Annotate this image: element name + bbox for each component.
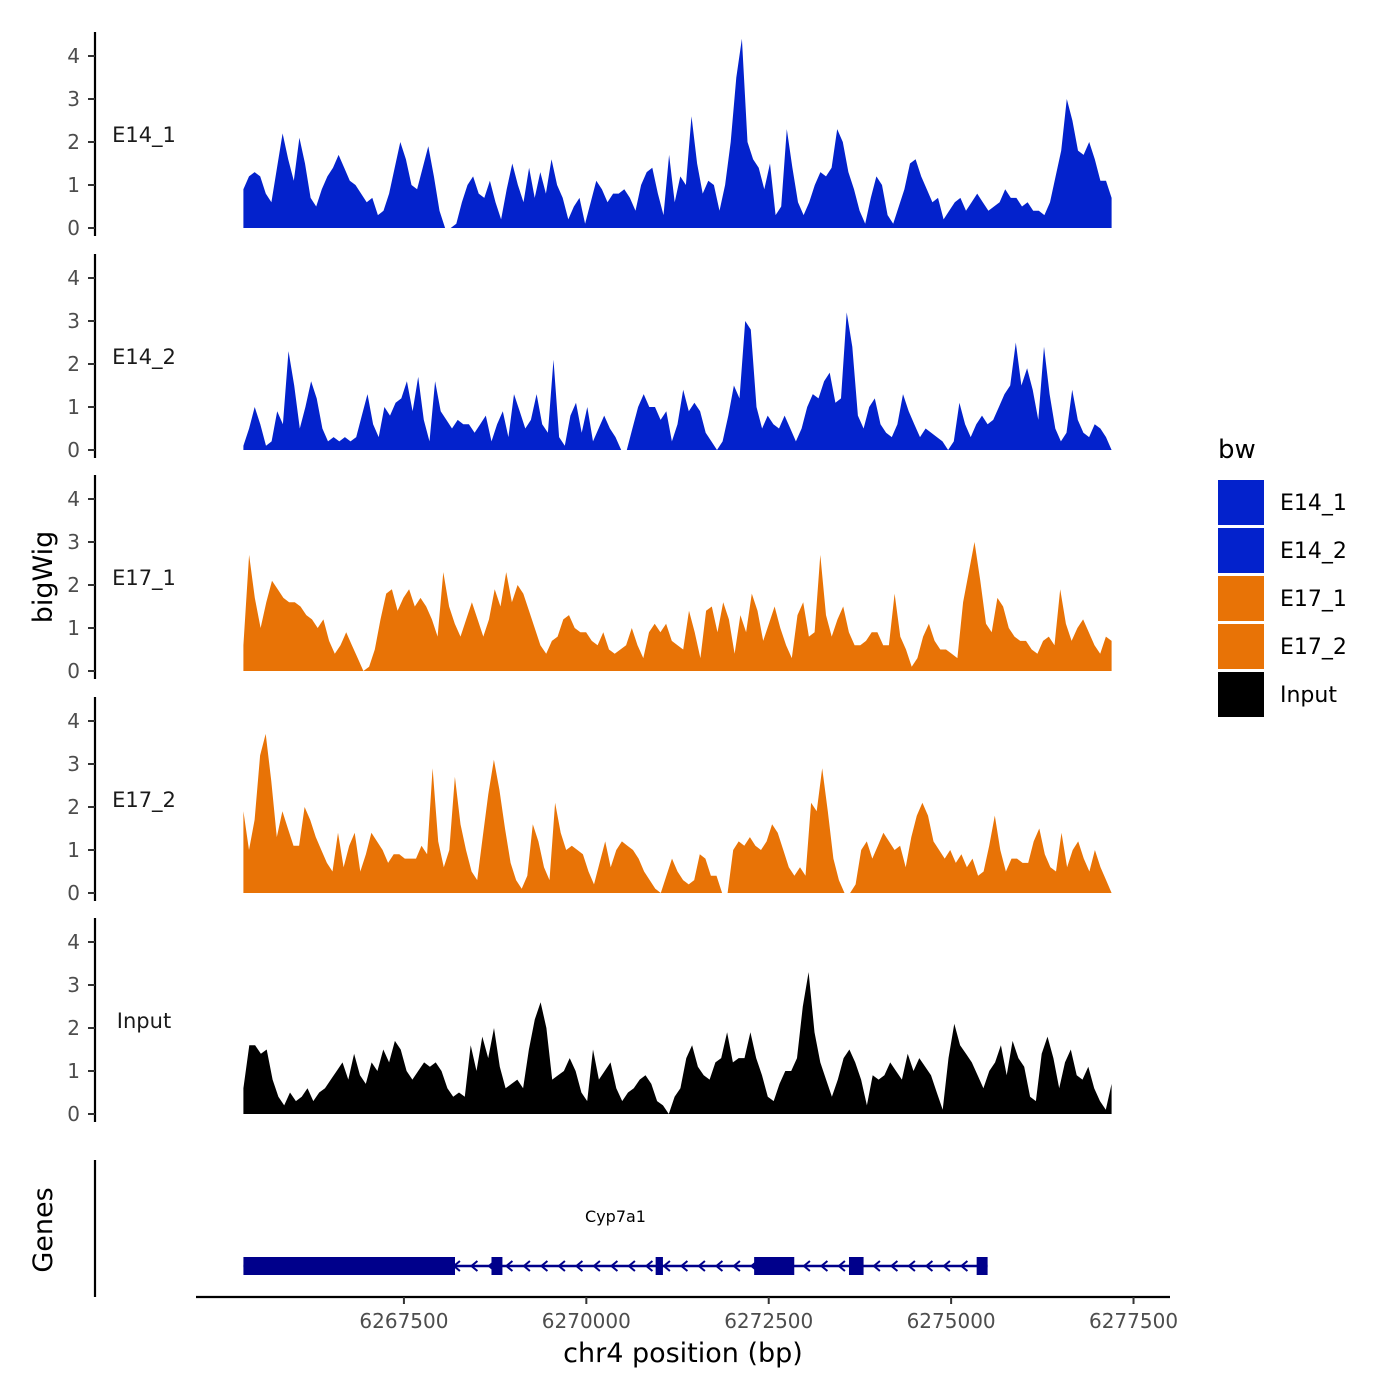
track-label-E17_2: E17_2 [112,788,176,813]
strand-chevron [837,1260,846,1272]
gene-exon-5 [848,1257,864,1275]
x-axis: 6267500 6270000 6272500 6275000 6277500 [196,1295,1178,1333]
track-E14_2: 0 1 2 3 4 E14_2 [67,254,1112,462]
strand-chevron [872,1260,881,1272]
legend-label-E14_2: E14_2 [1280,539,1347,564]
y-tick-label-E17_1-1: 1 [67,616,80,640]
x-tick-label-6267500: 6267500 [359,1309,448,1333]
y-tick-label-Input-3: 3 [67,973,80,997]
strand-chevron [592,1260,601,1272]
y-tick-label-Input-4: 4 [67,930,80,954]
y-tick-label-E14_2-2: 2 [67,352,80,376]
strand-chevron [627,1260,636,1272]
track-label-Input: Input [117,1009,171,1033]
strand-chevron [924,1260,934,1272]
strand-chevron [959,1260,969,1272]
y-tick-label-E14_1-4: 4 [67,44,80,68]
strand-chevron [802,1260,811,1272]
y-tick-label-E17_2-3: 3 [67,752,80,776]
gene-name-label: Cyp7a1 [585,1207,646,1226]
y-tick-label-E14_2-0: 0 [67,438,80,462]
gene-exon-3 [655,1257,663,1275]
y-tick-label-E17_1-0: 0 [67,659,80,683]
strand-chevron [557,1260,566,1272]
legend-label-E17_2: E17_2 [1280,635,1347,660]
strand-chevron [942,1260,951,1272]
y-tick-label-E17_2-0: 0 [67,881,80,905]
strand-chevron [644,1260,654,1272]
legend-label-E17_1: E17_1 [1280,587,1347,612]
strand-chevron [889,1260,899,1272]
legend-label-E14_1: E14_1 [1280,491,1347,516]
strand-chevron [679,1260,689,1272]
strand-chevron [539,1260,549,1272]
x-tick-label-6272500: 6272500 [724,1309,813,1333]
x-tick-label-6275000: 6275000 [907,1309,996,1333]
y-tick-label-E14_1-3: 3 [67,87,80,111]
y-tick-label-E14_1-1: 1 [67,173,80,197]
signal-area-Input [243,972,1112,1114]
x-tick-label-6277500: 6277500 [1089,1309,1178,1333]
legend-title: bw [1218,435,1256,465]
strand-chevron [504,1260,514,1272]
legend-swatch-E17_2 [1218,624,1264,669]
gene-exon-4 [754,1257,795,1275]
x-axis-title: chr4 position (bp) [563,1338,803,1369]
y-tick-label-E14_1-0: 0 [67,216,80,240]
y-tick-label-E14_2-1: 1 [67,395,80,419]
legend: bw E14_1 E14_2 E17_1 E17_2 Input [1218,435,1347,717]
strand-chevron [907,1260,916,1272]
strand-chevron [662,1260,671,1272]
track-label-E14_1: E14_1 [112,123,176,148]
y-tick-label-E17_2-2: 2 [67,795,80,819]
y-tick-label-E14_1-2: 2 [67,130,80,154]
gene-exon-6 [976,1257,988,1275]
track-E17_1: 0 1 2 3 4 E17_1 [67,475,1112,683]
legend-swatch-Input [1218,672,1264,717]
signal-area-E14_2 [243,312,1112,450]
strand-chevron [522,1260,531,1272]
track-panels: 0 1 2 3 4 E14_1 0 1 2 3 4 E14_2 0 1 2 3 4 E17_1 0 1 2 3 4 E17_2… [67,32,1112,1126]
legend-label-Input: Input [1280,683,1337,708]
y-tick-label-E17_1-4: 4 [67,487,80,511]
strand-chevron [469,1260,479,1272]
genes-axis-title: Genes [28,1187,59,1272]
y-tick-label-Input-1: 1 [67,1059,80,1083]
strand-chevron [732,1260,741,1272]
strand-chevron [714,1260,724,1272]
legend-swatch-E14_2 [1218,528,1264,573]
track-E14_1: 0 1 2 3 4 E14_1 [67,32,1112,240]
strand-chevron [609,1260,619,1272]
track-label-E17_1: E17_1 [112,566,176,591]
y-tick-label-Input-0: 0 [67,1102,80,1126]
y-tick-label-Input-2: 2 [67,1016,80,1040]
track-E17_2: 0 1 2 3 4 E17_2 [67,697,1112,905]
gene-exon-1 [243,1257,456,1275]
y-tick-label-E14_2-3: 3 [67,309,80,333]
y-tick-label-E17_1-2: 2 [67,573,80,597]
legend-swatch-E17_1 [1218,576,1264,621]
signal-area-E17_2 [243,733,1112,893]
y-tick-label-E14_2-4: 4 [67,266,80,290]
gene-exon-2 [491,1257,503,1275]
y-axis-title: bigWig [28,531,59,624]
y-tick-label-E17_1-3: 3 [67,530,80,554]
signal-area-E17_1 [243,542,1112,671]
track-label-E14_2: E14_2 [112,345,176,370]
strand-chevron [819,1260,829,1272]
genes-panel: Cyp7a1 [93,1160,988,1297]
strand-chevron [697,1260,706,1272]
y-tick-label-E17_2-4: 4 [67,709,80,733]
signal-area-E14_1 [243,38,1112,228]
y-tick-label-E17_2-1: 1 [67,838,80,862]
strand-chevron [574,1260,584,1272]
legend-swatch-E14_1 [1218,480,1264,525]
track-Input: 0 1 2 3 4 Input [67,918,1112,1126]
x-tick-label-6270000: 6270000 [542,1309,631,1333]
